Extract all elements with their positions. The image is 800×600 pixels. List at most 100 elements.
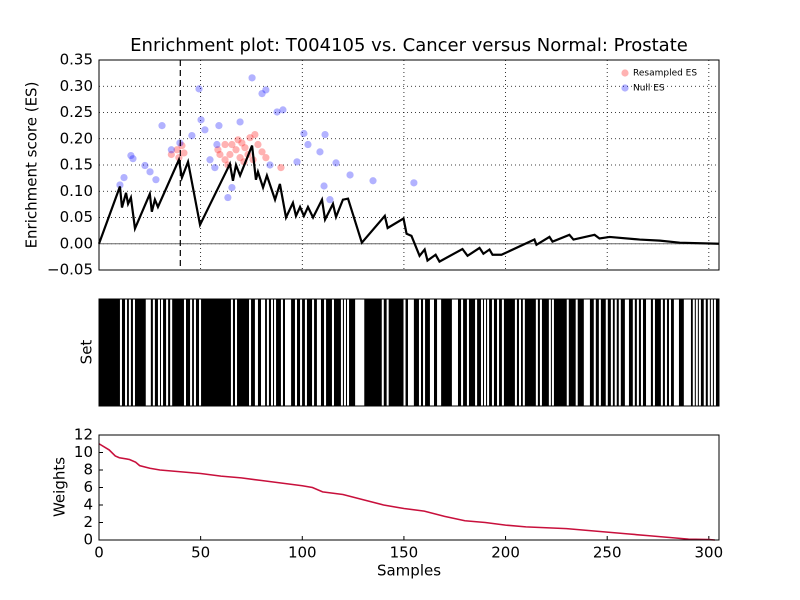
scatter-point xyxy=(213,140,221,149)
set-hit xyxy=(493,299,498,406)
set-hit xyxy=(690,299,693,406)
scatter-point xyxy=(246,134,254,142)
scatter-point xyxy=(146,168,154,176)
set-hit xyxy=(712,299,714,406)
set-hit xyxy=(291,299,295,406)
set-hit xyxy=(333,299,341,406)
scatter-point xyxy=(346,171,354,179)
x-tick-label: 0 xyxy=(94,544,104,562)
scatter-point xyxy=(248,74,256,82)
scatter-point xyxy=(167,150,175,159)
scatter-point xyxy=(320,182,328,190)
y-tick-label: 0.20 xyxy=(60,129,93,147)
set-hit xyxy=(134,299,146,406)
y-tick-label: −0.05 xyxy=(47,261,93,279)
set-hit xyxy=(326,299,332,406)
set-hit xyxy=(99,299,120,406)
set-hit xyxy=(320,299,325,406)
set-hit xyxy=(163,299,167,406)
scatter-point xyxy=(410,179,418,187)
set-hit xyxy=(620,299,625,406)
scatter-point xyxy=(279,106,287,114)
scatter-point xyxy=(258,148,266,156)
scatter-point xyxy=(316,148,324,156)
set-hit xyxy=(127,299,129,406)
scatter-point xyxy=(326,196,334,204)
scatter-point xyxy=(321,130,329,139)
scatter-point xyxy=(236,118,244,126)
scatter-point xyxy=(262,154,270,162)
set-hit xyxy=(364,299,382,406)
scatter-point xyxy=(116,181,124,189)
y-axis-label: Enrichment score (ES) xyxy=(23,82,41,249)
set-hit xyxy=(553,299,567,406)
set-hit xyxy=(195,299,200,406)
set-hit xyxy=(273,299,275,406)
set-hit xyxy=(616,299,619,406)
set-hit xyxy=(345,299,347,406)
set-hit xyxy=(159,299,161,406)
set-hit xyxy=(700,299,704,406)
y-tick-label: 0.05 xyxy=(60,208,93,226)
set-hit xyxy=(638,299,641,406)
set-hit xyxy=(705,299,708,406)
scatter-point xyxy=(369,177,377,185)
y-tick-label: 0.35 xyxy=(60,51,93,69)
set-hit xyxy=(671,299,674,406)
weight-line xyxy=(98,443,715,541)
legend-label: Null ES xyxy=(633,84,665,94)
y-tick-label: 6 xyxy=(83,478,93,496)
set-hit xyxy=(463,299,467,406)
scatter-point xyxy=(215,122,223,130)
set-hit xyxy=(678,299,684,406)
set-hit xyxy=(650,299,653,406)
set-hit xyxy=(186,299,191,406)
set-hit xyxy=(516,299,519,406)
legend-marker xyxy=(621,84,629,92)
scatter-point xyxy=(120,174,128,182)
scatter-point xyxy=(158,122,166,130)
scatter-point xyxy=(238,139,246,147)
set-hit xyxy=(666,299,669,406)
set-hit xyxy=(477,299,481,406)
scatter-point xyxy=(141,161,149,170)
x-tick-label: 250 xyxy=(593,544,622,562)
set-hit xyxy=(499,299,502,406)
set-hit xyxy=(425,299,430,406)
scatter-point xyxy=(127,151,135,160)
set-hit xyxy=(715,299,719,406)
y-tick-label: 12 xyxy=(74,426,93,444)
set-hit xyxy=(276,299,281,406)
set-hit xyxy=(662,299,665,406)
y-tick-label: 0.30 xyxy=(60,77,93,95)
set-hit xyxy=(486,299,488,406)
set-hit xyxy=(482,299,485,406)
set-hit xyxy=(521,299,523,406)
set-hit xyxy=(201,299,231,406)
scatter-point xyxy=(195,85,203,93)
set-hit xyxy=(388,299,404,406)
scatter-point xyxy=(273,108,281,116)
set-hit xyxy=(282,299,285,406)
scatter-point xyxy=(226,150,234,159)
set-hit xyxy=(634,299,637,406)
y-tick-label: 4 xyxy=(83,496,93,514)
set-hit xyxy=(405,299,408,406)
y-tick-label: 0.10 xyxy=(60,182,93,200)
set-hit xyxy=(349,299,356,406)
scatter-point xyxy=(266,161,274,169)
set-hit xyxy=(302,299,305,406)
scatter-point xyxy=(258,90,266,98)
scatter-point xyxy=(211,164,219,172)
legend-marker xyxy=(621,69,629,77)
y-tick-label: 0 xyxy=(83,531,93,549)
scatter-point xyxy=(216,150,224,159)
set-hit xyxy=(541,299,549,406)
set-hit xyxy=(441,299,452,406)
set-hit xyxy=(503,299,515,406)
scatter-point xyxy=(293,158,301,166)
scatter-point xyxy=(254,140,262,149)
set-hit xyxy=(420,299,424,406)
